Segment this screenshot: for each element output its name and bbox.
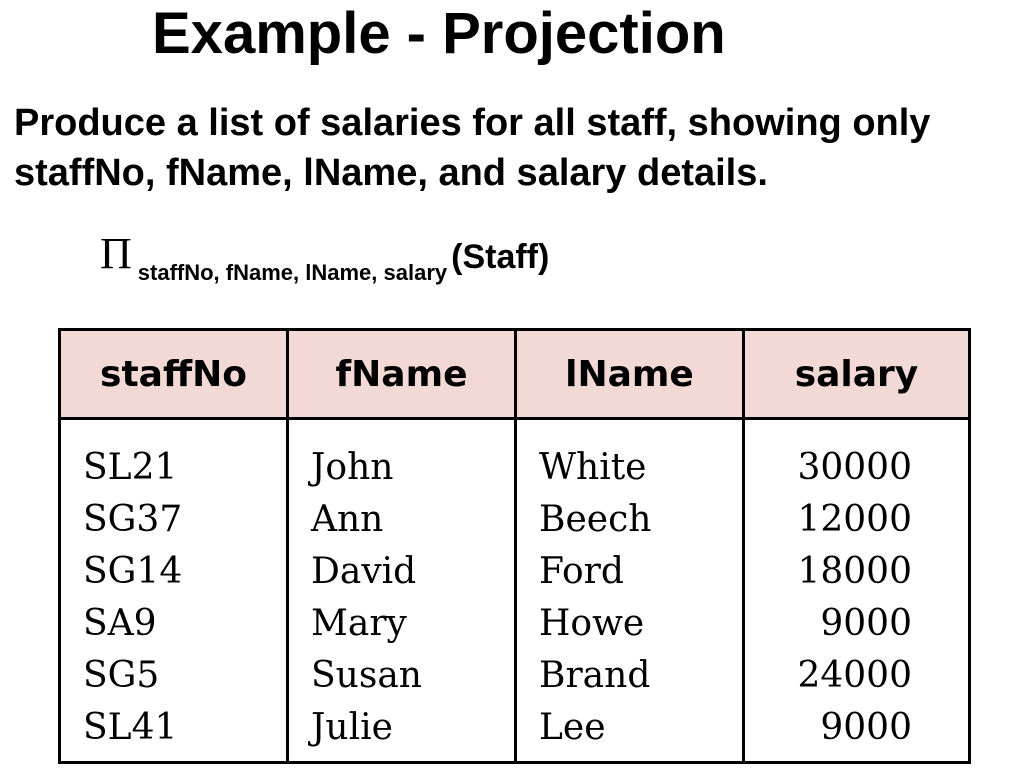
column-header-salary: salary — [742, 329, 971, 420]
table-cell: SG14 — [83, 551, 183, 592]
table-cell: John — [311, 447, 394, 488]
column-staffno: SL21 SG37 SG14 SA9 SG5 SL41 — [58, 418, 289, 763]
table-cell: Julie — [311, 707, 393, 748]
task-line-1: Produce a list of salaries for all staff… — [14, 102, 931, 144]
table-cell: Ford — [539, 551, 624, 592]
column-header-fname: fName — [286, 329, 517, 420]
table-cell: SL21 — [83, 447, 178, 488]
table-cell: White — [539, 447, 647, 488]
table-cell: Ann — [311, 499, 384, 540]
projection-relation: (Staff) — [451, 238, 550, 276]
result-table: staffNo fName lName salary SL21 SG37 SG14 S… — [58, 328, 971, 764]
table-header-row: staffNo fName lName salary — [58, 329, 971, 420]
table-cell: SG37 — [83, 499, 183, 540]
table-cell: David — [311, 551, 417, 592]
table-cell: 18000 — [797, 551, 912, 592]
table-cell: Beech — [539, 499, 652, 540]
table-cell: 24000 — [797, 655, 912, 696]
table-cell: SL41 — [83, 707, 178, 748]
table-cell: 9000 — [820, 603, 912, 644]
table-cell: 12000 — [797, 499, 912, 540]
table-cell: 30000 — [797, 447, 912, 488]
column-salary: 30000 12000 18000 9000 24000 9000 — [742, 418, 971, 763]
task-line-2: staffNo, fName, lName, and salary detail… — [14, 152, 768, 194]
table-cell: Mary — [311, 603, 407, 644]
table-cell: 9000 — [820, 707, 912, 748]
column-header-staffno: staffNo — [58, 329, 289, 420]
task-description: Produce a list of salaries for all staff… — [14, 98, 1030, 198]
table-cell: SA9 — [83, 603, 157, 644]
table-cell: SG5 — [83, 655, 160, 696]
column-header-lname: lName — [514, 329, 745, 420]
projection-attributes: staffNo, fName, lName, salary — [137, 260, 448, 285]
slide-title: Example - Projection — [152, 1, 726, 66]
table-body-row: SL21 SG37 SG14 SA9 SG5 SL41 John Ann David Mary S… — [58, 418, 971, 763]
table-cell: Lee — [539, 707, 606, 748]
table-cell: Howe — [539, 603, 645, 644]
column-lname: White Beech Ford Howe Brand Lee — [514, 418, 745, 763]
table-cell: Brand — [539, 655, 651, 696]
table-cell: Susan — [311, 655, 422, 696]
column-fname: John Ann David Mary Susan Julie — [286, 418, 517, 763]
projection-operator: Π — [100, 229, 132, 278]
